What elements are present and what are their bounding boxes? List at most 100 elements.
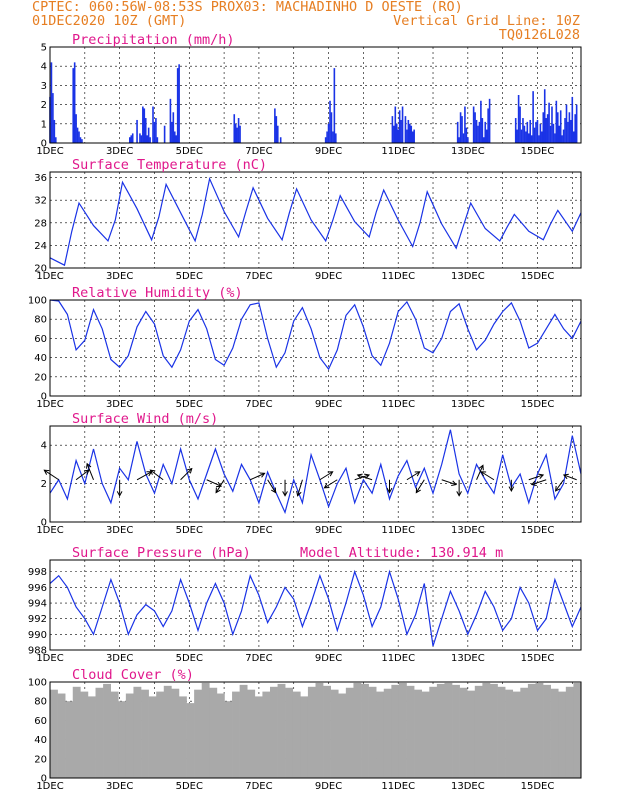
wind-arrow — [215, 479, 225, 494]
cloud-bar — [72, 686, 81, 778]
wind-arrow — [323, 479, 338, 489]
precip-bar — [279, 137, 282, 143]
precip-bar — [523, 125, 526, 143]
panel-cloud: 0 20 40 60 80 100 1DEC 3DEC 5DEC 7DEC 9DEC 11DEC 13D… — [28, 667, 582, 792]
cloud-bar — [482, 682, 491, 778]
precip-bar — [543, 89, 546, 143]
wind-arrow — [530, 479, 547, 486]
x-tick-label: 13DEC — [451, 271, 485, 282]
precip-bar — [458, 137, 460, 143]
precip-bar — [406, 129, 408, 143]
x-tick-label: 5DEC — [176, 781, 203, 792]
wind-arrow-shaft — [563, 474, 577, 481]
precip-bar — [173, 131, 176, 143]
precip-bar — [565, 104, 568, 143]
precip-bar — [330, 112, 333, 143]
wind-arrow — [562, 473, 577, 481]
precip-bar — [171, 121, 173, 143]
precip-bar — [144, 118, 147, 143]
cloud-bar — [550, 688, 559, 778]
precip-bar — [567, 121, 569, 143]
wind-arrow-head — [508, 486, 515, 493]
precip-bar — [72, 68, 75, 143]
precip-bar — [410, 125, 413, 143]
cloud-bar — [323, 685, 331, 778]
x-tick-label: 13DEC — [451, 653, 485, 664]
x-tick-label: 7DEC — [245, 653, 272, 664]
precip-bar — [554, 133, 556, 143]
panel-frame — [49, 681, 582, 779]
cloud-bar — [103, 683, 111, 778]
precip-bar — [152, 106, 154, 143]
precip-bar — [149, 137, 151, 143]
precip-bar — [484, 121, 487, 143]
wind-arrow-shaft — [531, 479, 547, 486]
cloud-bar — [368, 686, 377, 778]
x-tick-label: 1DEC — [36, 525, 63, 536]
panel-frame — [49, 559, 582, 651]
wind-arrow-head — [116, 491, 123, 497]
header-grid-note: Vertical Grid Line: 10Z — [393, 13, 580, 29]
wind-arrow-head — [149, 469, 156, 475]
precip-bar — [136, 119, 138, 143]
precip-bar — [178, 64, 180, 143]
precip-bar — [130, 135, 133, 143]
y-tick-label: 100 — [28, 296, 47, 307]
y-tick-label: 2 — [41, 100, 47, 111]
wind-arrow-shaft — [250, 472, 265, 481]
precip-bar — [487, 108, 489, 143]
cloud-bar — [224, 701, 233, 778]
precip-bar — [568, 112, 571, 143]
y-tick-label: 3 — [41, 81, 47, 92]
precip-bar — [519, 106, 521, 143]
cloud-bar — [565, 686, 574, 778]
cloud-bar — [247, 689, 256, 778]
wind-arrow-shaft — [75, 469, 90, 481]
precip-bar — [142, 106, 144, 143]
wind-arrow-shaft — [441, 479, 457, 486]
y-tick-label: 28 — [34, 218, 47, 229]
wind-arrow-shaft — [86, 463, 94, 480]
cloud-bar — [573, 682, 582, 778]
y-tick-label: 990 — [28, 630, 47, 641]
y-tick-label: 40 — [34, 353, 47, 364]
wind-arrow — [75, 469, 90, 481]
cloud-bar — [406, 685, 415, 778]
wind-arrow-head — [271, 487, 277, 494]
header-line1: CPTEC: 060:56W-08:53S PROX03: MACHADINHO… — [32, 0, 463, 15]
x-tick-label: 9DEC — [315, 525, 342, 536]
precip-bar — [520, 129, 523, 143]
x-tick-label: 11DEC — [381, 146, 415, 157]
precip-bar — [549, 125, 552, 143]
wind-arrow-head — [296, 490, 302, 497]
panel-wind: 0 2 4 1DEC 3DEC 5DEC 7DEC 9DEC 11DEC 13DEC 15DEC Su… — [36, 411, 582, 536]
wind-arrow-head — [327, 471, 334, 477]
wind-arrow-shaft — [150, 469, 164, 481]
y-tick-label: 994 — [28, 599, 47, 610]
precip-bar — [55, 137, 57, 143]
x-tick-label: 3DEC — [106, 271, 133, 282]
cloud-bar — [277, 683, 286, 778]
cloud-bar — [459, 687, 468, 778]
wind-arrow-head — [530, 480, 537, 486]
cloud-bar — [315, 682, 324, 778]
cloud-bar — [141, 689, 149, 778]
x-tick-label: 7DEC — [245, 399, 272, 410]
cloud-bar — [269, 686, 278, 778]
y-tick-label: 998 — [28, 567, 47, 578]
panel-title: Surface Temperature (nC) — [72, 157, 267, 173]
cloud-bar — [429, 686, 438, 778]
wind-arrow-shaft — [415, 479, 425, 493]
cloud-bar — [156, 691, 165, 778]
panel-title: Cloud Cover (%) — [72, 667, 194, 683]
precip-bar — [456, 121, 459, 143]
precip-bar — [462, 133, 465, 143]
wind-arrow-shaft — [555, 479, 564, 492]
wind-arrow-head — [216, 481, 223, 488]
wind-arrow-shaft — [528, 474, 544, 481]
wind-arrow-head — [215, 487, 221, 494]
precip-bar — [541, 131, 543, 143]
precip-bar — [571, 96, 574, 143]
x-tick-label: 11DEC — [381, 525, 415, 536]
